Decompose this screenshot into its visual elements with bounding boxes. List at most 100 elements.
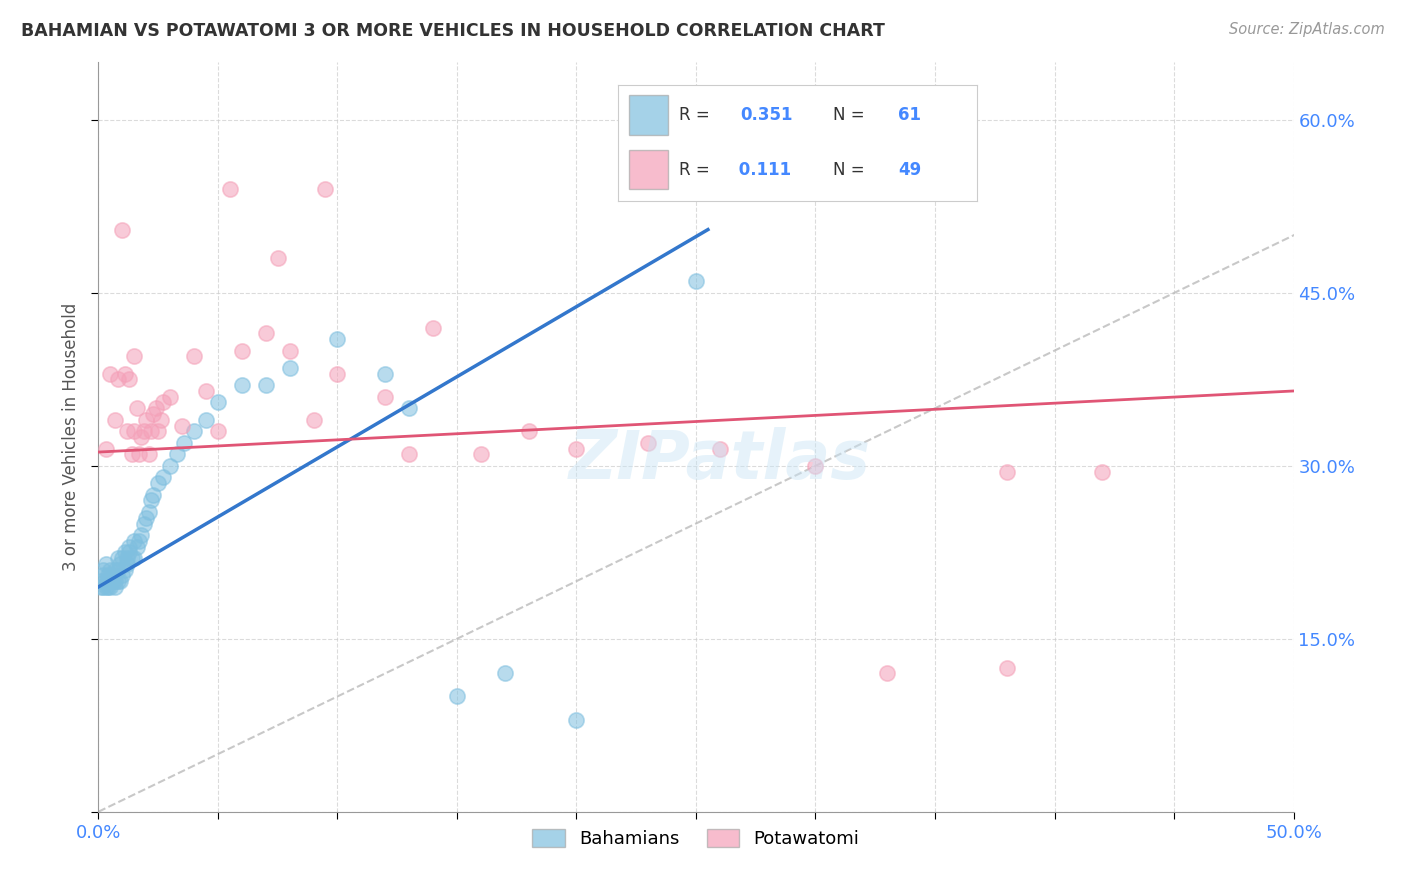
Y-axis label: 3 or more Vehicles in Household: 3 or more Vehicles in Household bbox=[62, 303, 80, 571]
Point bbox=[159, 458, 181, 473]
Point bbox=[132, 425, 155, 439]
Point bbox=[278, 360, 301, 375]
Point bbox=[115, 425, 138, 439]
Point bbox=[91, 580, 114, 594]
Point bbox=[145, 401, 167, 416]
Point bbox=[104, 413, 127, 427]
Point bbox=[166, 447, 188, 461]
Point bbox=[374, 367, 396, 381]
Point bbox=[91, 568, 114, 582]
Point bbox=[142, 407, 165, 421]
Point bbox=[108, 557, 131, 571]
Point bbox=[90, 574, 112, 589]
Point bbox=[139, 425, 162, 439]
Point bbox=[685, 275, 707, 289]
Point bbox=[107, 563, 129, 577]
Point bbox=[124, 425, 146, 439]
Point bbox=[148, 476, 170, 491]
Point bbox=[107, 372, 129, 386]
Text: Source: ZipAtlas.com: Source: ZipAtlas.com bbox=[1229, 22, 1385, 37]
Point bbox=[565, 713, 588, 727]
Point bbox=[995, 660, 1018, 674]
Point bbox=[302, 413, 325, 427]
Point bbox=[183, 425, 205, 439]
Point bbox=[101, 574, 124, 589]
Point bbox=[142, 488, 165, 502]
Point bbox=[326, 367, 349, 381]
Point bbox=[124, 551, 146, 566]
Point bbox=[517, 425, 540, 439]
Point bbox=[107, 551, 129, 566]
Point bbox=[231, 343, 253, 358]
Text: BAHAMIAN VS POTAWATOMI 3 OR MORE VEHICLES IN HOUSEHOLD CORRELATION CHART: BAHAMIAN VS POTAWATOMI 3 OR MORE VEHICLE… bbox=[21, 22, 884, 40]
Point bbox=[118, 540, 141, 554]
Point bbox=[131, 528, 153, 542]
Point bbox=[1091, 465, 1114, 479]
Point bbox=[135, 413, 157, 427]
Point bbox=[195, 384, 218, 398]
Point bbox=[183, 350, 205, 364]
Point bbox=[254, 326, 277, 341]
Point bbox=[128, 447, 150, 461]
Point bbox=[98, 367, 122, 381]
Point bbox=[315, 182, 337, 196]
Point bbox=[131, 430, 153, 444]
Point bbox=[114, 545, 136, 559]
Point bbox=[470, 447, 492, 461]
Point bbox=[118, 545, 141, 559]
Point bbox=[172, 418, 194, 433]
Point bbox=[97, 574, 120, 589]
Point bbox=[565, 442, 588, 456]
Point bbox=[107, 574, 129, 589]
Point bbox=[104, 580, 127, 594]
Point bbox=[101, 568, 124, 582]
Point bbox=[94, 442, 117, 456]
Point bbox=[637, 435, 659, 450]
Point bbox=[326, 332, 349, 346]
Legend: Bahamians, Potawatomi: Bahamians, Potawatomi bbox=[524, 822, 868, 855]
Point bbox=[149, 413, 172, 427]
Point bbox=[98, 574, 122, 589]
Point bbox=[132, 516, 155, 531]
Point bbox=[138, 505, 160, 519]
Point bbox=[159, 390, 181, 404]
Point bbox=[231, 378, 253, 392]
Point bbox=[114, 367, 136, 381]
Point bbox=[115, 551, 138, 566]
Text: ZIPatlas: ZIPatlas bbox=[569, 426, 870, 492]
Point bbox=[254, 378, 277, 392]
Point bbox=[124, 533, 146, 548]
Point bbox=[173, 435, 195, 450]
Point bbox=[494, 666, 516, 681]
Point bbox=[207, 425, 229, 439]
Point bbox=[111, 568, 134, 582]
Point bbox=[104, 574, 127, 589]
Point bbox=[108, 574, 131, 589]
Point bbox=[94, 574, 117, 589]
Point bbox=[97, 580, 120, 594]
Point bbox=[138, 447, 160, 461]
Point bbox=[94, 557, 117, 571]
Point bbox=[398, 401, 420, 416]
Point bbox=[709, 442, 731, 456]
Point bbox=[98, 563, 122, 577]
Point bbox=[121, 551, 143, 566]
Point bbox=[111, 551, 134, 566]
Point bbox=[152, 395, 174, 409]
Point bbox=[125, 540, 148, 554]
Point bbox=[94, 580, 117, 594]
Point bbox=[195, 413, 218, 427]
Point bbox=[91, 563, 114, 577]
Point bbox=[374, 390, 396, 404]
Point bbox=[278, 343, 301, 358]
Point bbox=[219, 182, 242, 196]
Point bbox=[128, 533, 150, 548]
Point bbox=[114, 563, 136, 577]
Point bbox=[135, 510, 157, 524]
Point bbox=[90, 580, 112, 594]
Point bbox=[121, 447, 143, 461]
Point bbox=[876, 666, 898, 681]
Point bbox=[98, 580, 122, 594]
Point bbox=[446, 690, 468, 704]
Point bbox=[97, 568, 120, 582]
